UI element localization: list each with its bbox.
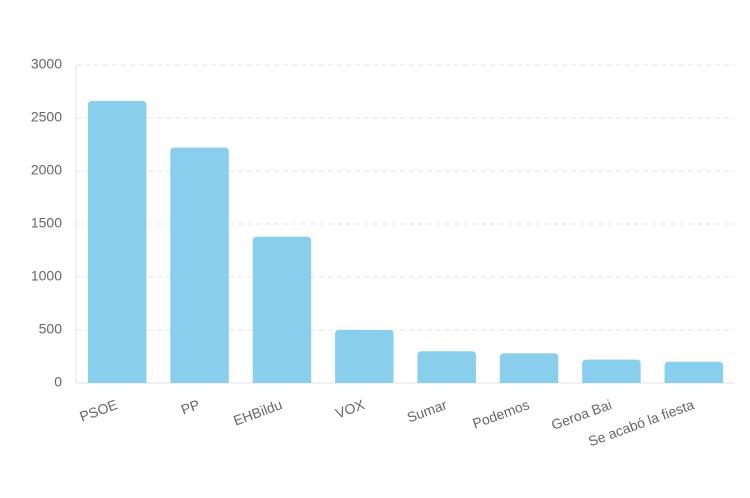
bar [582, 359, 641, 383]
y-tick-label: 0 [54, 374, 62, 390]
y-tick-label: 3000 [31, 56, 62, 72]
bar [335, 330, 394, 383]
y-tick-label: 1500 [31, 215, 62, 231]
x-tick-label: VOX [333, 396, 367, 421]
bar [87, 101, 147, 383]
y-tick-label: 2500 [31, 109, 62, 125]
x-tick-label: Podemos [470, 396, 531, 431]
bar [252, 236, 312, 383]
y-tick-label: 2000 [31, 162, 62, 178]
x-tick-label: Sumar [405, 396, 450, 425]
bar [664, 361, 724, 383]
bar [417, 351, 476, 383]
x-tick-label: PSOE [77, 396, 119, 424]
y-tick-label: 1000 [31, 268, 62, 284]
y-tick-label: 500 [39, 321, 63, 337]
bar [170, 147, 229, 383]
x-tick-label: PP [179, 396, 202, 417]
bar [499, 353, 559, 383]
x-tick-label: EHBildu [231, 396, 284, 428]
